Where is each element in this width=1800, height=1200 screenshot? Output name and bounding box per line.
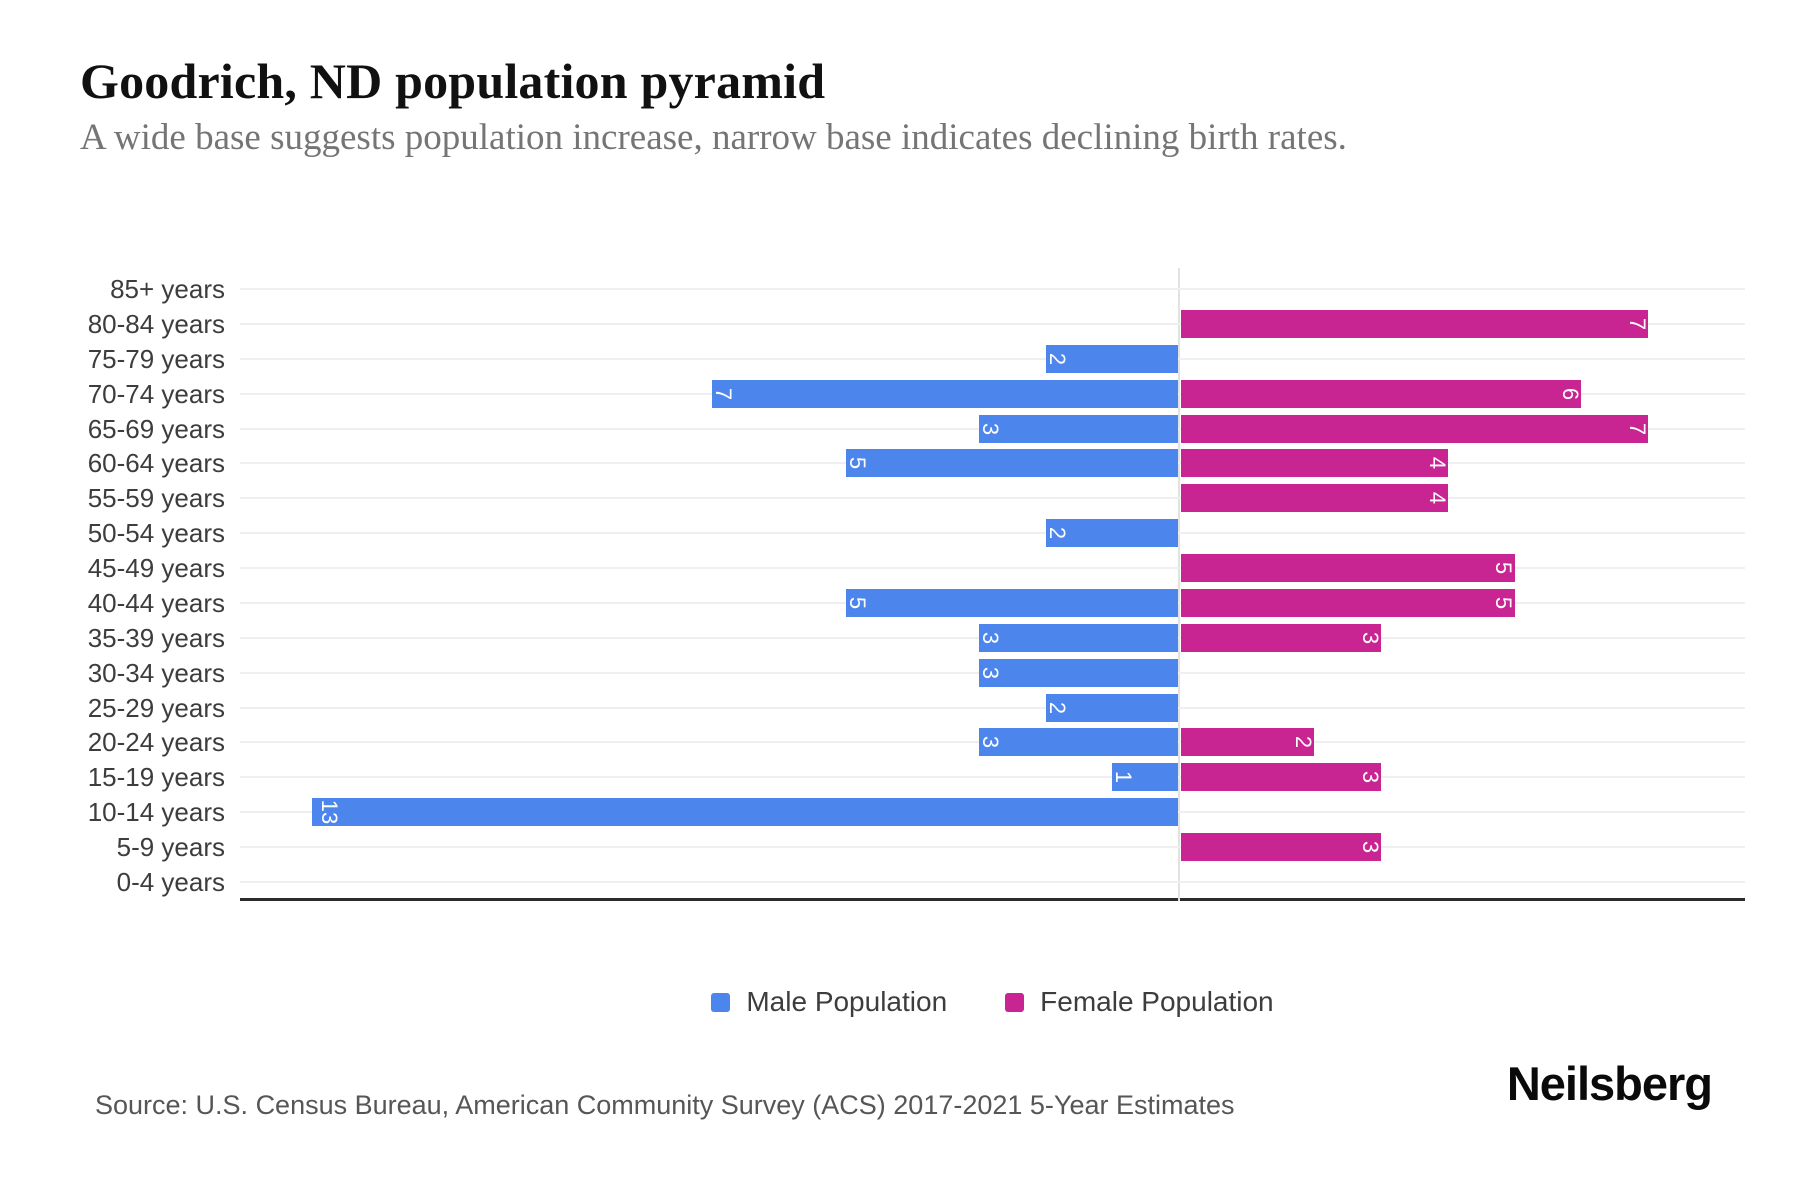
- bar-female-20-24-years[interactable]: 2: [1181, 728, 1317, 757]
- y-axis-label-50-54-years: 50-54 years: [87, 518, 225, 549]
- neilsberg-logo[interactable]: Neilsberg: [1506, 1057, 1713, 1110]
- legend-item-male[interactable]: Male Population: [711, 986, 947, 1018]
- bar-value-label: 3: [978, 422, 1004, 435]
- legend-item-female[interactable]: Female Population: [1005, 986, 1274, 1018]
- bar-male-20-24-years[interactable]: 3: [978, 728, 1178, 757]
- bar-value-label: 3: [978, 666, 1004, 679]
- x-axis-line: [240, 898, 1745, 901]
- bar-value-label: 4: [1424, 492, 1450, 505]
- bar-male-70-74-years[interactable]: 7: [711, 379, 1178, 408]
- legend: Male Population Female Population: [240, 972, 1745, 1032]
- gridline: [240, 880, 1745, 883]
- bar-value-label: 5: [1491, 561, 1517, 575]
- gridline: [240, 846, 1745, 849]
- gridline: [240, 288, 1745, 290]
- y-axis-label-60-64-years: 60-64 years: [87, 448, 225, 479]
- y-axis-label-0-4-years: 0-4 years: [116, 866, 225, 897]
- bar-value-label: 7: [711, 387, 737, 400]
- bar-male-50-54-years[interactable]: 2: [1044, 519, 1178, 548]
- bar-value-label: 3: [978, 736, 1004, 749]
- y-axis-label-65-69-years: 65-69 years: [87, 413, 225, 444]
- bar-value-label: 6: [1558, 387, 1584, 400]
- y-axis-label-45-49-years: 45-49 years: [87, 553, 225, 584]
- plot-area: 85+ years 80-84 years 7 75-79 years 2 70-74 y…: [88, 268, 1745, 901]
- bar-female-45-49-years[interactable]: 5: [1181, 554, 1517, 583]
- gridline: [240, 357, 1745, 360]
- bar-female-60-64-years[interactable]: 4: [1181, 449, 1450, 478]
- y-axis-label-85plus-years: 85+ years: [110, 274, 225, 304]
- y-axis-label-10-14-years: 10-14 years: [87, 797, 225, 828]
- bar-male-15-19-years[interactable]: 1: [1111, 763, 1178, 792]
- bar-value-label: 5: [844, 457, 870, 470]
- bar-value-label: 7: [1624, 422, 1650, 435]
- gridline: [240, 776, 1745, 779]
- bar-value-label: 13: [317, 799, 343, 825]
- y-axis-label-20-24-years: 20-24 years: [87, 727, 225, 758]
- bar-male-10-14-years[interactable]: 13: [311, 798, 1178, 827]
- bar-female-65-69-years[interactable]: 7: [1181, 414, 1650, 443]
- female-swatch-icon: [1005, 992, 1025, 1012]
- y-axis-label-5-9-years: 5-9 years: [116, 832, 225, 863]
- y-axis-label-55-59-years: 55-59 years: [87, 483, 225, 514]
- bar-male-65-69-years[interactable]: 3: [978, 414, 1178, 443]
- bar-male-30-34-years[interactable]: 3: [978, 658, 1178, 687]
- bar-male-25-29-years[interactable]: 2: [1044, 693, 1178, 722]
- bar-value-label: 4: [1424, 457, 1450, 470]
- bar-male-75-79-years[interactable]: 2: [1044, 344, 1178, 373]
- y-axis-label-15-19-years: 15-19 years: [87, 762, 225, 793]
- y-axis-label-30-34-years: 30-34 years: [87, 657, 225, 688]
- gridline: [240, 532, 1745, 535]
- bar-male-40-44-years[interactable]: 5: [844, 588, 1178, 617]
- bar-value-label: 5: [844, 596, 870, 610]
- y-axis-label-70-74-years: 70-74 years: [87, 378, 225, 409]
- source-attribution: Source: U.S. Census Bureau, American Com…: [95, 1090, 1235, 1120]
- bar-value-label: 7: [1624, 317, 1650, 330]
- male-swatch-icon: [711, 992, 731, 1012]
- bar-value-label: 3: [1357, 631, 1383, 644]
- y-axis-label-75-79-years: 75-79 years: [87, 343, 225, 374]
- y-axis-label-35-39-years: 35-39 years: [87, 622, 225, 653]
- y-axis-label-40-44-years: 40-44 years: [87, 587, 225, 618]
- bar-female-55-59-years[interactable]: 4: [1181, 484, 1450, 513]
- bar-female-35-39-years[interactable]: 3: [1181, 623, 1383, 652]
- bar-female-15-19-years[interactable]: 3: [1181, 763, 1383, 792]
- bar-value-label: 3: [1357, 840, 1383, 854]
- bar-female-80-84-years[interactable]: 7: [1181, 309, 1650, 338]
- gridline: [240, 567, 1745, 570]
- bar-male-60-64-years[interactable]: 5: [844, 449, 1178, 478]
- chart-title: Goodrich, ND population pyramid: [80, 53, 826, 109]
- bar-female-40-44-years[interactable]: 5: [1181, 588, 1517, 617]
- bar-female-5-9-years[interactable]: 3: [1181, 833, 1383, 862]
- gridline: [240, 322, 1745, 325]
- bar-value-label: 3: [978, 631, 1004, 644]
- legend-label-female: Female Population: [1040, 986, 1274, 1017]
- bar-value-label: 3: [1357, 771, 1383, 784]
- bar-value-label: 2: [1044, 352, 1070, 365]
- gridline: [240, 706, 1745, 709]
- bar-male-35-39-years[interactable]: 3: [978, 623, 1178, 652]
- bar-value-label: 2: [1291, 736, 1317, 749]
- bar-value-label: 5: [1491, 596, 1517, 610]
- bar-value-label: 2: [1044, 701, 1070, 714]
- y-axis-label-25-29-years: 25-29 years: [87, 692, 225, 723]
- bar-value-label: 1: [1111, 771, 1137, 784]
- zero-axis-line: [1178, 268, 1180, 901]
- y-axis-label-80-84-years: 80-84 years: [87, 308, 225, 339]
- bar-female-70-74-years[interactable]: 6: [1181, 379, 1584, 408]
- bar-value-label: 2: [1044, 527, 1070, 540]
- gridline: [240, 497, 1745, 500]
- legend-label-male: Male Population: [746, 986, 948, 1017]
- chart-subtitle: A wide base suggests population increase…: [80, 117, 1347, 158]
